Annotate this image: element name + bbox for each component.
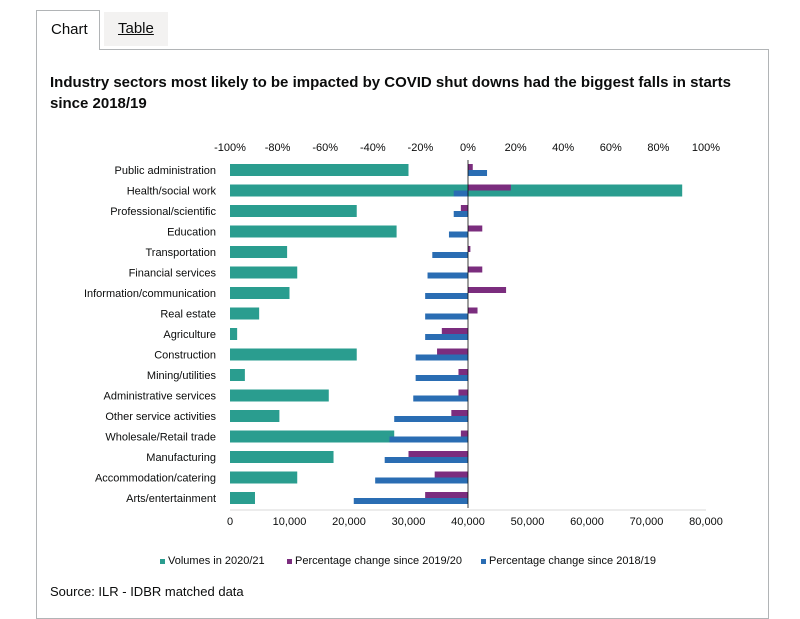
bar-pct-2018-19 <box>384 457 468 463</box>
x-top-tick-label: 20% <box>505 142 527 154</box>
category-label: Accommodation/catering <box>95 473 216 485</box>
category-label: Other service activities <box>105 411 216 423</box>
x-bottom-tick-label: 80,000 <box>689 516 723 528</box>
bar-volume <box>230 246 288 258</box>
bar-volume <box>230 287 290 299</box>
bar-volume <box>230 307 260 320</box>
bar-pct-2019-20 <box>460 205 468 211</box>
bar-pct-2019-20 <box>468 225 483 232</box>
x-top-tick-label: -20% <box>408 142 434 154</box>
bar-pct-2019-20 <box>468 164 473 170</box>
bar-pct-2018-19 <box>432 252 468 258</box>
x-bottom-tick-label: 60,000 <box>570 516 604 528</box>
bar-pct-2018-19 <box>468 170 488 176</box>
bar-pct-2019-20 <box>468 266 483 273</box>
bar-pct-2019-20 <box>468 246 471 252</box>
bar-volume <box>230 451 334 463</box>
bar-pct-2018-19 <box>427 272 468 279</box>
bar-volume <box>230 348 357 361</box>
x-top-tick-label: 40% <box>552 142 574 154</box>
category-label: Arts/entertainment <box>126 493 216 505</box>
bar-pct-2018-19 <box>425 293 468 299</box>
bar-pct-2018-19 <box>413 395 468 402</box>
x-bottom-tick-label: 20,000 <box>332 516 366 528</box>
x-bottom-tick-label: 70,000 <box>630 516 664 528</box>
category-label: Wholesale/Retail trade <box>105 432 216 444</box>
bar-pct-2019-20 <box>451 410 468 416</box>
legend-swatch <box>481 559 486 564</box>
category-label: Financial services <box>129 268 217 280</box>
bar-volume <box>230 164 409 176</box>
x-top-tick-label: 60% <box>600 142 622 154</box>
bar-pct-2019-20 <box>425 492 468 498</box>
category-label: Professional/scientific <box>110 206 216 218</box>
legend-label: Percentage change since 2018/19 <box>489 555 656 567</box>
tab-table[interactable]: Table <box>104 12 168 46</box>
category-label: Information/communication <box>84 288 216 300</box>
category-label: Real estate <box>160 309 216 321</box>
bar-pct-2019-20 <box>408 451 468 457</box>
bar-volume <box>230 492 255 504</box>
x-top-tick-label: 80% <box>647 142 669 154</box>
bar-pct-2018-19 <box>448 231 468 238</box>
category-label: Education <box>167 227 216 239</box>
bar-pct-2018-19 <box>453 211 468 217</box>
bar-pct-2018-19 <box>453 190 468 197</box>
bar-pct-2018-19 <box>415 375 468 381</box>
tab-chart[interactable]: Chart <box>36 10 100 50</box>
x-bottom-tick-label: 40,000 <box>451 516 485 528</box>
bar-pct-2018-19 <box>415 354 468 361</box>
bar-volume <box>230 205 357 217</box>
x-top-tick-label: -40% <box>360 142 386 154</box>
x-top-tick-label: -80% <box>265 142 291 154</box>
x-top-tick-label: 100% <box>692 142 720 154</box>
category-label: Construction <box>154 350 216 362</box>
legend-label: Percentage change since 2019/20 <box>295 555 462 567</box>
bar-pct-2019-20 <box>458 389 468 396</box>
category-label: Administrative services <box>104 391 217 403</box>
bar-pct-2018-19 <box>425 334 468 340</box>
bar-pct-2019-20 <box>460 430 468 437</box>
x-bottom-tick-label: 10,000 <box>273 516 307 528</box>
bar-volume <box>230 471 298 484</box>
category-label: Public administration <box>115 165 217 177</box>
bar-pct-2019-20 <box>468 287 507 293</box>
bar-pct-2019-20 <box>441 328 468 334</box>
bar-pct-2019-20 <box>437 348 468 355</box>
x-bottom-tick-label: 0 <box>227 516 233 528</box>
category-label: Mining/utilities <box>147 370 217 382</box>
bar-pct-2019-20 <box>468 184 511 191</box>
x-top-tick-label: 0% <box>460 142 476 154</box>
x-bottom-tick-label: 30,000 <box>392 516 426 528</box>
bar-pct-2018-19 <box>425 313 468 320</box>
legend-label: Volumes in 2020/21 <box>168 555 265 567</box>
bar-pct-2018-19 <box>389 436 468 443</box>
category-label: Transportation <box>145 247 216 259</box>
x-bottom-tick-label: 50,000 <box>511 516 545 528</box>
bar-pct-2019-20 <box>468 307 478 314</box>
bar-pct-2019-20 <box>458 369 468 375</box>
bar-volume <box>230 369 245 381</box>
bar-volume <box>230 389 329 402</box>
legend-swatch <box>287 559 292 564</box>
chart-title: Industry sectors most likely to be impac… <box>50 74 731 112</box>
bar-pct-2018-19 <box>394 416 468 422</box>
bar-volume <box>230 328 238 340</box>
bar-volume <box>230 430 395 443</box>
bar-volume <box>230 266 298 279</box>
bar-volume <box>230 225 397 238</box>
category-label: Agriculture <box>163 329 216 341</box>
category-label: Manufacturing <box>146 452 216 464</box>
bar-pct-2019-20 <box>434 471 468 478</box>
x-top-tick-label: -60% <box>312 142 338 154</box>
source-note: Source: ILR - IDBR matched data <box>50 584 244 599</box>
bar-pct-2018-19 <box>375 477 468 484</box>
category-label: Health/social work <box>127 186 217 198</box>
bar-pct-2018-19 <box>353 498 468 504</box>
bar-volume <box>230 410 280 422</box>
legend-swatch <box>160 559 165 564</box>
x-top-tick-label: -100% <box>214 142 246 154</box>
